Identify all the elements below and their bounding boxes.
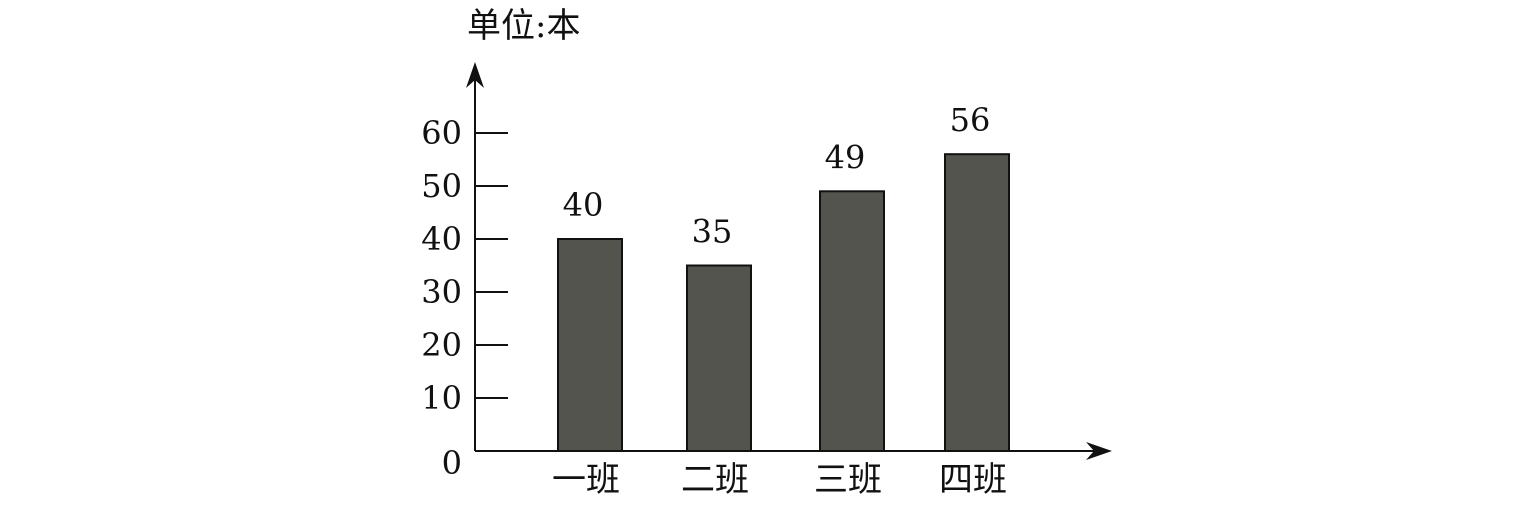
x-axis-category-labels: 一班 二班 三班 四班 [552,460,1007,500]
bar-3 [819,190,885,453]
y-axis-arrow-icon [466,62,484,88]
bar-value-label: 40 [563,186,604,224]
y-tick-label: 0 [442,444,462,482]
x-axis-arrow-icon [1086,442,1112,460]
y-tick-label: 40 [421,220,462,258]
y-axis-ticks: 0 10 20 30 40 50 60 [421,114,508,482]
bar-value-labels: 40 35 49 56 [563,101,991,250]
bars [557,153,1010,453]
y-tick-label: 60 [421,114,462,152]
x-tick-label: 二班 [681,460,749,500]
y-tick-label: 20 [421,326,462,364]
x-tick-label: 三班 [814,460,882,500]
bar-value-label: 35 [692,213,733,251]
bar-2 [686,264,752,452]
x-tick-label: 四班 [939,460,1007,500]
x-tick-label: 一班 [552,460,620,500]
bar-value-label: 49 [825,138,866,176]
bar-1 [557,238,623,452]
bar-4 [944,153,1010,452]
y-axis-unit-label: 单位:本 [467,6,580,46]
y-tick-label: 10 [421,379,462,417]
y-tick-label: 50 [421,167,462,205]
bar-value-label: 56 [950,101,991,139]
y-tick-label: 30 [421,273,462,311]
